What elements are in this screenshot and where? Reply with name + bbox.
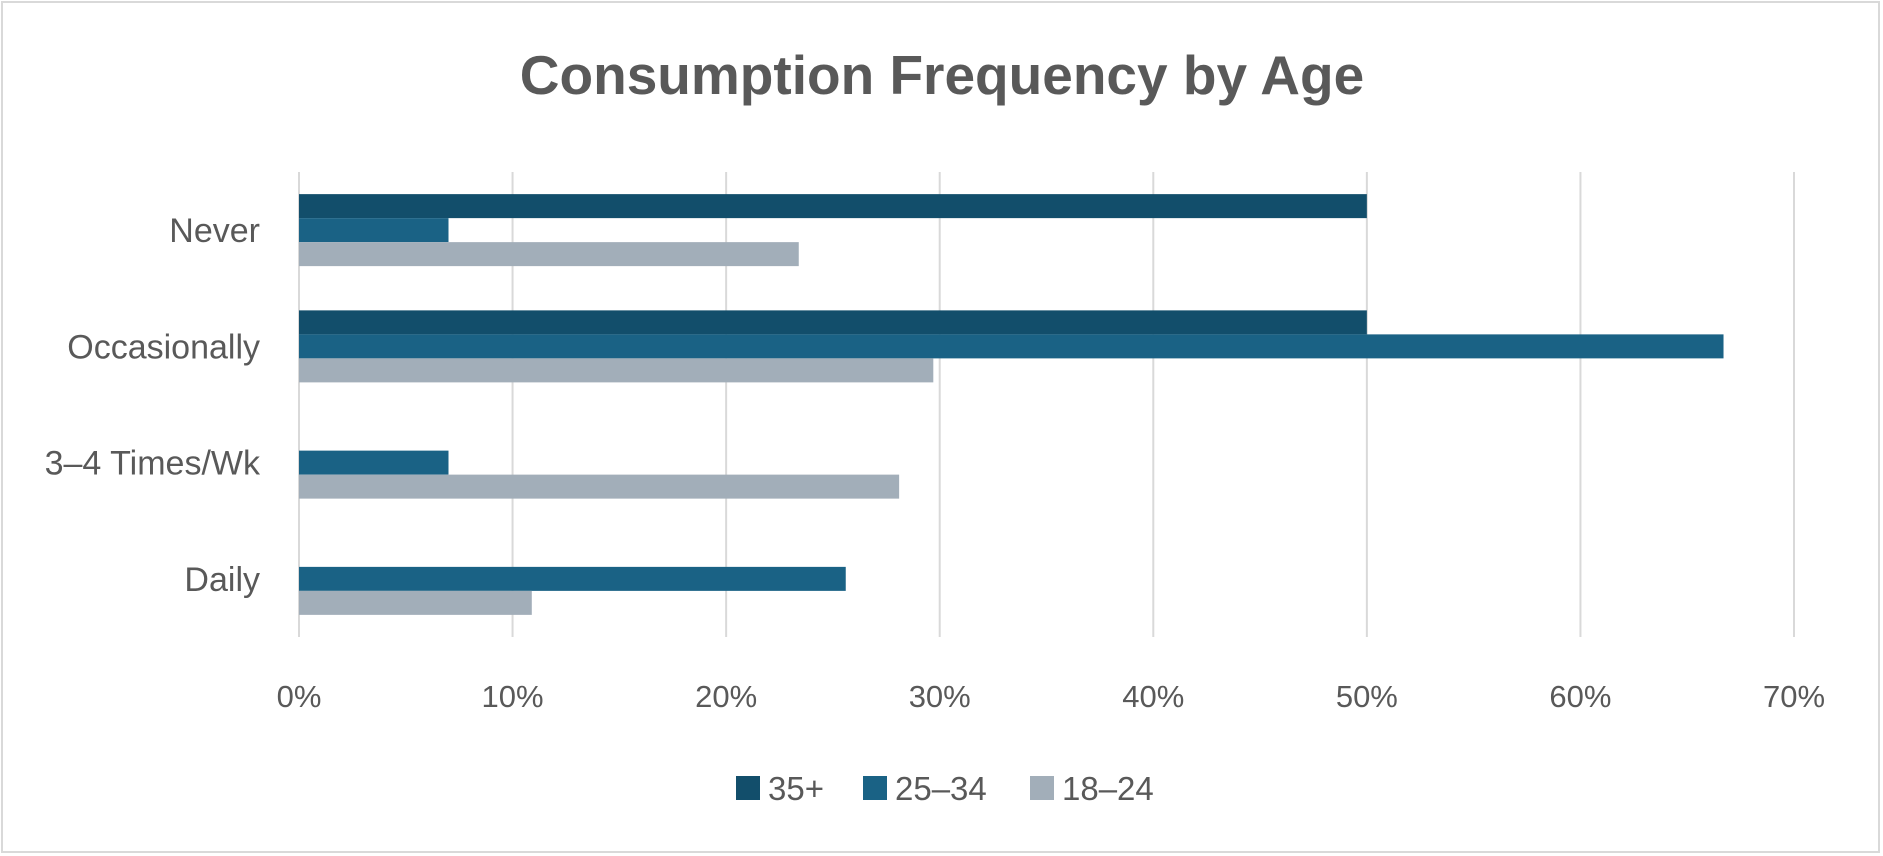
x-tick-label: 60% xyxy=(1549,679,1611,714)
chart-title: Consumption Frequency by Age xyxy=(520,44,1364,106)
bar-3-1 xyxy=(299,242,799,267)
x-tick-label: 10% xyxy=(482,679,544,714)
category-label: 3–4 Times/Wk xyxy=(45,445,261,483)
bar-2-3 xyxy=(299,450,449,475)
category-label: Occasionally xyxy=(67,328,260,366)
x-tick-label: 70% xyxy=(1763,679,1825,714)
category-labels: Never Occasionally 3–4 Times/Wk Daily xyxy=(45,212,261,599)
legend-label: 35+ xyxy=(768,770,824,807)
legend-label: 25–34 xyxy=(895,770,987,807)
x-tick-label: 50% xyxy=(1336,679,1398,714)
bar-3-4 xyxy=(299,590,532,615)
bars xyxy=(299,194,1724,615)
legend-swatch-1 xyxy=(736,776,760,800)
bar-2-2 xyxy=(299,334,1724,359)
x-tick-label: 40% xyxy=(1122,679,1184,714)
legend-swatch-3 xyxy=(1030,776,1054,800)
x-tick-label: 20% xyxy=(695,679,757,714)
bar-3-3 xyxy=(299,474,900,499)
category-label: Daily xyxy=(184,561,260,599)
bar-1-1 xyxy=(299,194,1367,219)
x-tick-label: 0% xyxy=(277,679,322,714)
x-tick-label: 30% xyxy=(909,679,971,714)
bar-2-4 xyxy=(299,566,846,591)
category-label: Never xyxy=(169,212,260,250)
bar-2-1 xyxy=(299,218,449,243)
bar-1-2 xyxy=(299,310,1367,335)
bar-3-2 xyxy=(299,358,934,383)
legend: 35+ 25–34 18–24 xyxy=(736,770,1154,807)
legend-swatch-2 xyxy=(863,776,887,800)
x-tick-labels: 0% 10% 20% 30% 40% 50% 60% 70% xyxy=(277,679,1825,714)
legend-label: 18–24 xyxy=(1062,770,1154,807)
